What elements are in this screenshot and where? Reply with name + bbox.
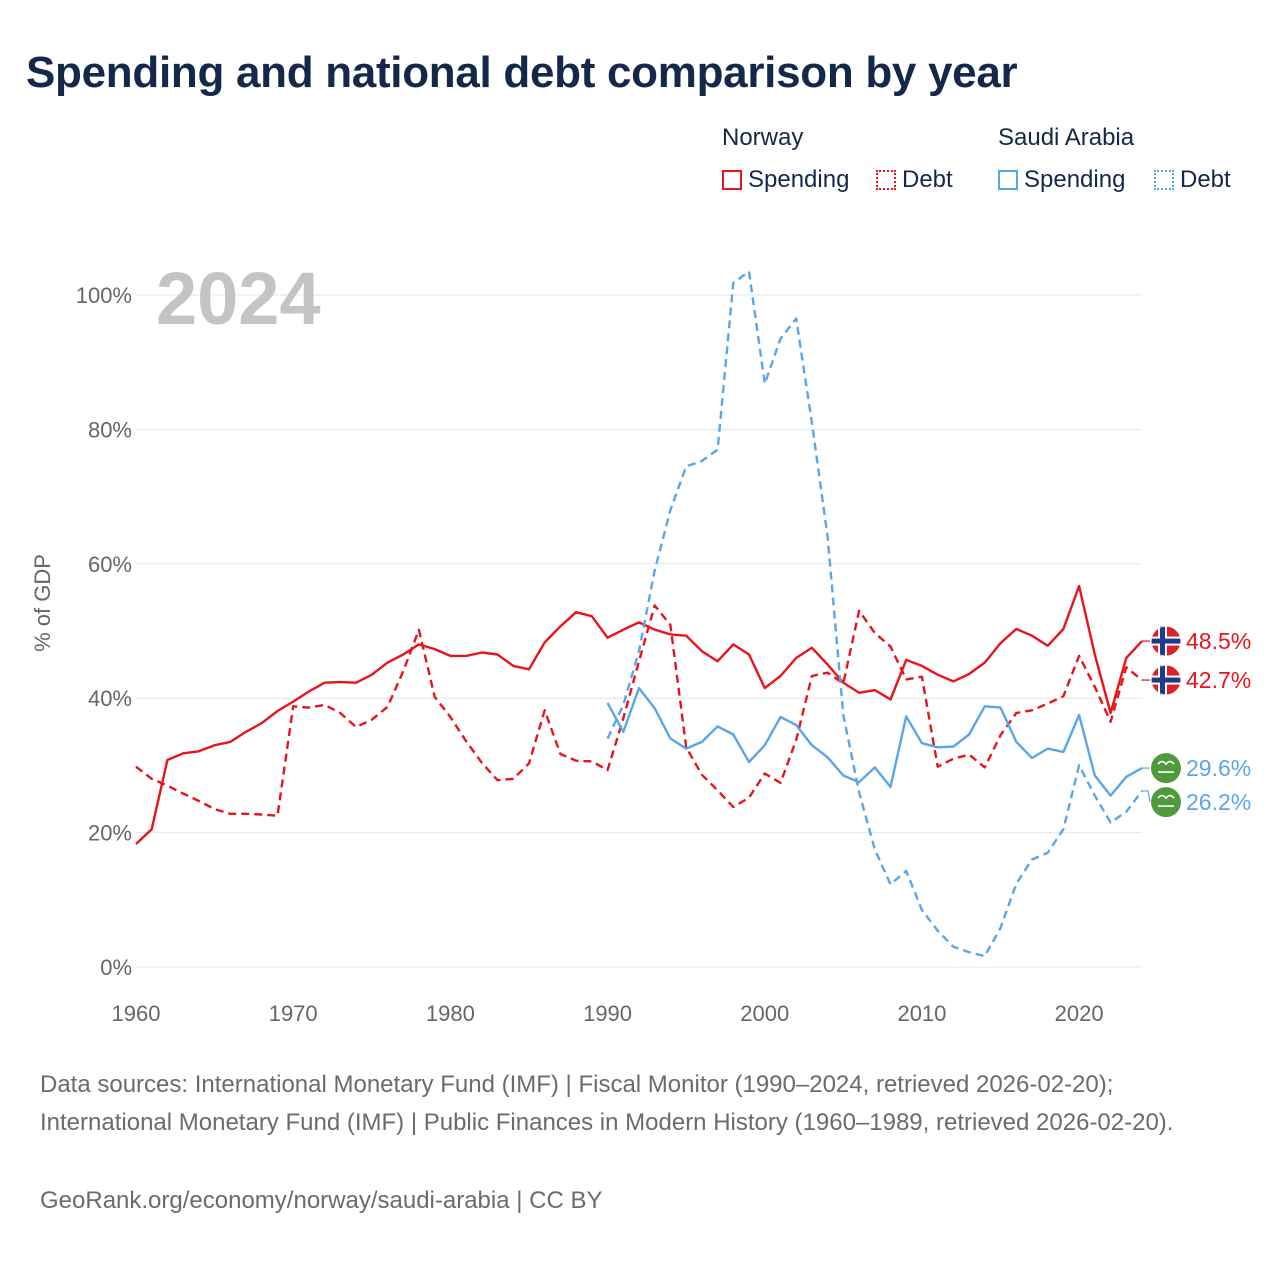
- x-tick-label: 2010: [897, 1001, 946, 1026]
- legend-swatch-solid-blue: [998, 170, 1018, 190]
- y-tick-label: 0%: [100, 955, 132, 980]
- series-line-norway-debt: [135, 604, 1143, 817]
- legend-group-norway: Norway: [722, 124, 804, 151]
- series-line-saudi-arabia-spending: [606, 686, 1143, 797]
- series-line-norway-spending: [135, 584, 1143, 845]
- legend-saudi-debt[interactable]: Debt: [1154, 166, 1231, 194]
- flag-field: [1151, 753, 1181, 784]
- y-tick-label: 20%: [88, 821, 132, 846]
- legend-label: Debt: [1180, 166, 1231, 193]
- series-end-label: 26.2%: [1186, 789, 1251, 815]
- year-watermark: 2024: [156, 257, 321, 340]
- legend-swatch-solid-red: [722, 170, 742, 190]
- flag-field: [1151, 787, 1181, 818]
- legend-label: Spending: [1024, 166, 1126, 193]
- saudi-arabia-flag-icon: [1151, 753, 1181, 784]
- flag-script: [1157, 760, 1175, 766]
- legend-label: Debt: [902, 166, 953, 193]
- flag-rim: [1150, 625, 1182, 657]
- page-title: Spending and national debt comparison by…: [26, 48, 1018, 97]
- data-sources: Data sources: International Monetary Fun…: [40, 1071, 1174, 1136]
- legend-group-saudi-arabia: Saudi Arabia: [998, 124, 1135, 151]
- legend-label: Spending: [748, 166, 850, 193]
- y-tick-label: 40%: [88, 686, 132, 711]
- x-tick-label: 1980: [426, 1001, 475, 1026]
- legend-norway-debt[interactable]: Debt: [876, 166, 953, 194]
- x-tick-label: 1970: [269, 1001, 318, 1026]
- x-tick-label: 1960: [112, 1001, 161, 1026]
- legend-swatch-dotted-red: [876, 170, 896, 190]
- series-end-label: 42.7%: [1186, 667, 1251, 693]
- norway-flag-icon: [1150, 625, 1182, 657]
- legend-saudi-spending[interactable]: Spending: [998, 166, 1125, 194]
- flag-rim: [1150, 664, 1182, 696]
- series-line-saudi-arabia-debt: [606, 270, 1143, 958]
- legend-norway-spending[interactable]: Spending: [722, 166, 849, 194]
- y-tick-label: 60%: [88, 552, 132, 577]
- legend-swatch-dotted-blue: [1154, 170, 1174, 190]
- attribution: GeoRank.org/economy/norway/saudi-arabia …: [40, 1187, 603, 1214]
- flag-script: [1157, 794, 1175, 800]
- flag-cross-blue-h: [1151, 638, 1181, 644]
- y-tick-label: 100%: [76, 283, 132, 308]
- x-tick-label: 2000: [740, 1001, 789, 1026]
- series-end-label: 29.6%: [1186, 755, 1251, 781]
- y-axis-label: % of GDP: [30, 554, 55, 652]
- flag-cross-blue-h: [1151, 677, 1181, 683]
- series-end-label: 48.5%: [1186, 628, 1251, 654]
- line-chart: 0% 20% 40% 60% 80% 100% 1960 1970 1980 1990 2000 20…: [30, 257, 1251, 1026]
- x-tick-label: 2020: [1055, 1001, 1104, 1026]
- y-tick-label: 80%: [88, 417, 132, 442]
- saudi-arabia-flag-icon: [1151, 787, 1181, 818]
- label-connector: [1142, 790, 1151, 803]
- norway-flag-icon: [1150, 664, 1182, 696]
- x-tick-label: 1990: [583, 1001, 632, 1026]
